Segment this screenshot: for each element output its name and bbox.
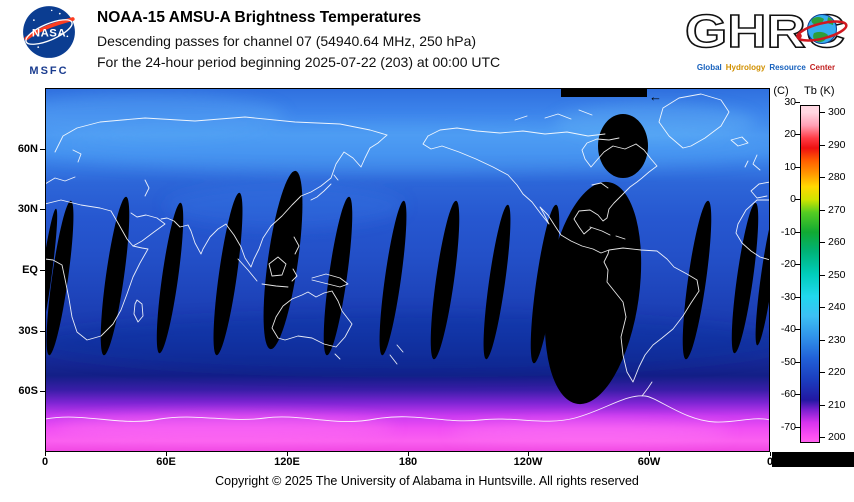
kelvin-label: 240 — [828, 301, 846, 313]
world-map-svg: ← — [5, 88, 790, 452]
celsius-tick-mark — [795, 167, 800, 168]
black-bar — [772, 452, 854, 467]
ghrc-wordmark-icon: GHRC — [684, 4, 848, 58]
page-title: NOAA-15 AMSU-A Brightness Temperatures — [97, 9, 422, 26]
lon-tick-mark — [287, 452, 288, 456]
kelvin-tick-mark — [820, 145, 825, 146]
celsius-label: 0 — [790, 193, 796, 205]
kelvin-label: 260 — [828, 236, 846, 248]
kelvin-label: 250 — [828, 269, 846, 281]
lon-label-120e: 120E — [274, 456, 300, 468]
lon-label-0b: 0 — [766, 456, 774, 468]
kelvin-label: 220 — [828, 366, 846, 378]
kelvin-tick-mark — [820, 307, 825, 308]
kelvin-label: 300 — [828, 106, 846, 118]
kelvin-tick-mark — [820, 340, 825, 341]
ghrc-tagline-word: Resource — [769, 63, 806, 72]
lat-label-eq: EQ — [22, 264, 38, 276]
celsius-label: -60 — [780, 388, 796, 400]
colorbar — [800, 105, 820, 443]
lon-label-120w: 120W — [513, 456, 543, 468]
celsius-label: 20 — [784, 128, 796, 140]
kelvin-tick-mark — [820, 112, 825, 113]
subtitle-period: For the 24-hour period beginning 2025-07… — [97, 54, 501, 70]
kelvin-tick-mark — [820, 437, 825, 438]
lon-tick-mark — [649, 452, 650, 456]
ghrc-tagline-word: Hydrology — [725, 63, 766, 72]
lat-tick-mark — [40, 270, 45, 271]
lat-label-60s: 60S — [18, 385, 38, 397]
copyright-text: Copyright © 2025 The University of Alaba… — [215, 474, 639, 488]
lon-tick-mark — [528, 452, 529, 456]
kelvin-label: 230 — [828, 334, 846, 346]
lon-tick-mark — [408, 452, 409, 456]
lat-tick-mark — [40, 149, 45, 150]
celsius-label: -40 — [780, 323, 796, 335]
celsius-tick-mark — [795, 199, 800, 200]
kelvin-tick-mark — [820, 275, 825, 276]
celsius-tick-mark — [795, 232, 800, 233]
map-border — [45, 88, 770, 452]
map-canvas: ← — [5, 88, 790, 452]
kelvin-tick-mark — [820, 177, 825, 178]
celsius-tick-mark — [795, 362, 800, 363]
kelvin-label: 290 — [828, 139, 846, 151]
celsius-label: -20 — [780, 258, 796, 270]
celsius-label: -10 — [780, 226, 796, 238]
ghrc-tagline-word: Global — [696, 63, 722, 72]
nasa-wordmark: NASA — [32, 27, 66, 39]
lat-tick-mark — [40, 331, 45, 332]
celsius-tick-mark — [795, 264, 800, 265]
kelvin-label: 280 — [828, 171, 846, 183]
celsius-tick-mark — [795, 297, 800, 298]
lat-tick-mark — [40, 391, 45, 392]
kelvin-tick-mark — [820, 372, 825, 373]
lon-tick-mark — [166, 452, 167, 456]
lon-label-60e: 60E — [156, 456, 176, 468]
lat-tick-mark — [40, 209, 45, 210]
celsius-tick-mark — [795, 394, 800, 395]
celsius-tick-mark — [795, 102, 800, 103]
swath-gaps — [34, 88, 779, 405]
celsius-tick-mark — [795, 427, 800, 428]
celsius-tick-mark — [795, 134, 800, 135]
celsius-label: -30 — [780, 291, 796, 303]
kelvin-tick-mark — [820, 210, 825, 211]
bt-field — [5, 88, 790, 452]
lat-label-60n: 60N — [17, 143, 38, 155]
lat-label-30s: 30S — [18, 325, 38, 337]
kelvin-label: 270 — [828, 204, 846, 216]
celsius-label: -70 — [780, 421, 796, 433]
colorbar-unit-kelvin: Tb (K) — [804, 85, 835, 97]
ghrc-logo[interactable]: GHRC Global Hydrology Resource Center — [682, 4, 850, 72]
nasa-logo[interactable]: NASA MSFC — [12, 5, 86, 77]
direction-arrow-icon: ← — [649, 89, 662, 104]
lon-tick-mark — [45, 452, 46, 456]
nasa-meatball-icon: NASA — [23, 6, 75, 58]
ghrc-tagline: Global Hydrology Resource Center — [682, 63, 850, 72]
lon-label-180: 180 — [398, 456, 418, 468]
lat-label-30n: 30N — [17, 203, 38, 215]
colorbar-unit-celsius: (C) — [773, 85, 789, 97]
celsius-label: 30 — [784, 96, 796, 108]
kelvin-tick-mark — [820, 405, 825, 406]
ghrc-tagline-word: Center — [809, 63, 836, 72]
kelvin-label: 200 — [828, 431, 846, 443]
lon-label-60w: 60W — [637, 456, 661, 468]
celsius-label: 10 — [784, 161, 796, 173]
coastlines — [44, 93, 771, 423]
kelvin-label: 210 — [828, 399, 846, 411]
title-block: NOAA-15 AMSU-A Brightness Temperatures D… — [97, 9, 500, 70]
subtitle-channel: Descending passes for channel 07 (54940.… — [97, 33, 477, 49]
lon-label-0a: 0 — [41, 456, 49, 468]
celsius-label: -50 — [780, 356, 796, 368]
celsius-tick-mark — [795, 329, 800, 330]
kelvin-tick-mark — [820, 242, 825, 243]
msfc-label: MSFC — [29, 65, 69, 77]
lon-tick-mark — [770, 452, 771, 456]
